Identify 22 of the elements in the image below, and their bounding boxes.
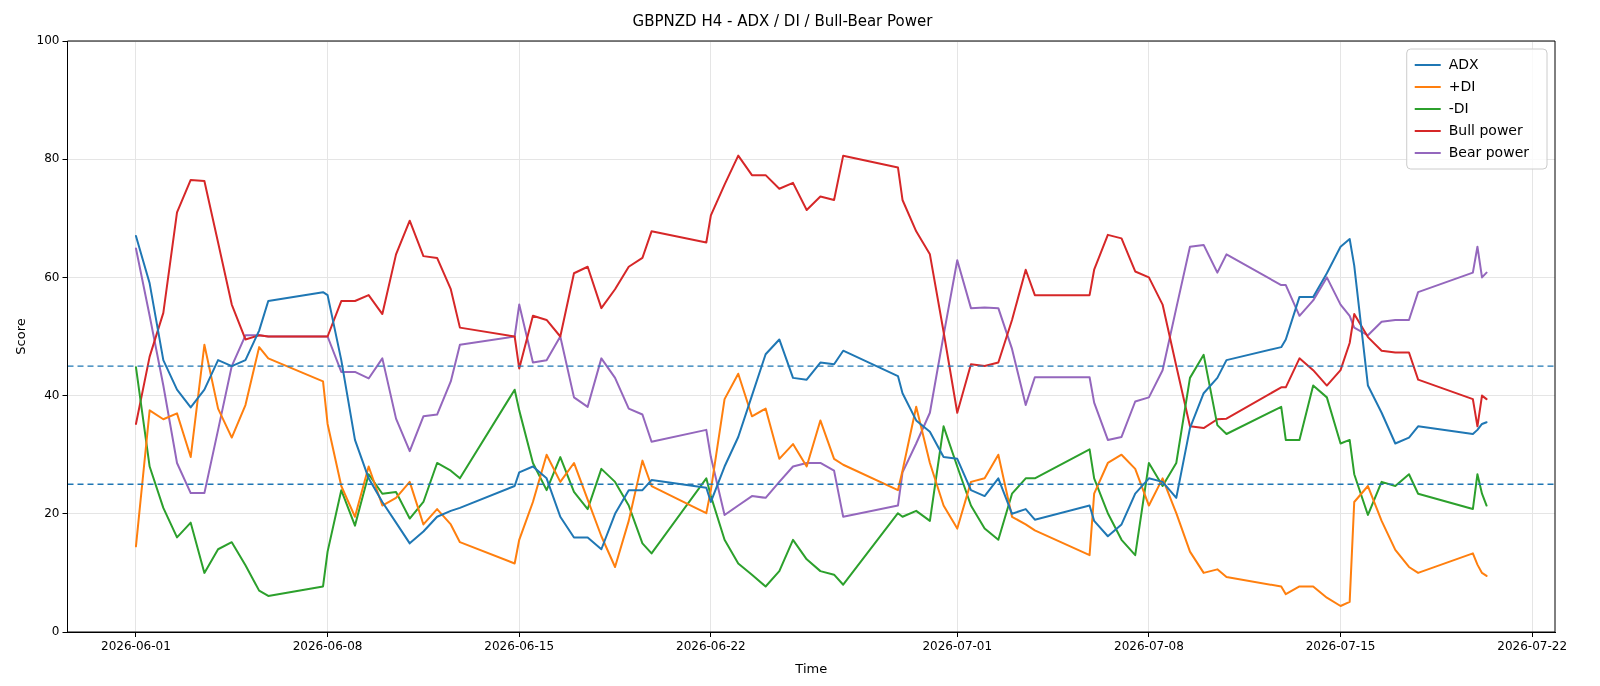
x-tick-label: 2026-07-22 <box>1497 639 1568 654</box>
y-tick-label: 0 <box>51 624 60 639</box>
x-tick-label: 2026-06-08 <box>292 639 363 654</box>
x-tick-label: 2026-06-01 <box>101 639 171 654</box>
x-tick-label: 2026-07-08 <box>1114 639 1184 654</box>
x-tick-label: 2026-06-15 <box>484 639 555 654</box>
legend-label: Bear power <box>1448 143 1530 160</box>
legend-label: ADX <box>1448 55 1480 72</box>
y-tick-label: 100 <box>36 33 60 48</box>
x-tick-label: 2026-07-15 <box>1305 639 1376 654</box>
x-tick-label: 2026-07-01 <box>922 639 993 654</box>
legend-label: -DI <box>1448 99 1469 116</box>
y-tick-label: 20 <box>44 505 60 520</box>
y-tick-label: 80 <box>44 151 60 166</box>
x-axis-title: Time <box>794 660 828 676</box>
y-tick-label: 60 <box>44 269 60 284</box>
chart-title: GBPNZD H4 - ADX / DI / Bull-Bear Power <box>632 11 934 30</box>
y-axis-title: Score <box>13 318 29 355</box>
x-tick-label: 2026-06-22 <box>675 639 746 654</box>
y-tick-label: 40 <box>44 387 60 402</box>
legend-label: +DI <box>1448 77 1476 94</box>
legend-label: Bull power <box>1448 121 1523 138</box>
